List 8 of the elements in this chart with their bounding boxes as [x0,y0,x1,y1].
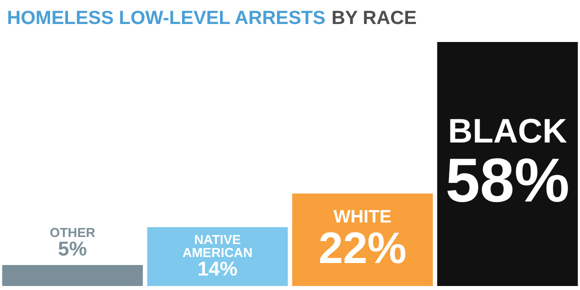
x-tick-label: OTHER [50,224,96,240]
x-tick-label: WHITE [334,206,392,227]
data-label: 22% [318,224,407,274]
bar [2,264,143,286]
x-tick-label: NATIVE AMERICAN [182,232,253,260]
data-label: 5% [58,238,88,260]
chart-title: HOMELESS LOW-LEVEL ARRESTS BY RACE [7,8,417,29]
data-label: 14% [197,258,238,281]
